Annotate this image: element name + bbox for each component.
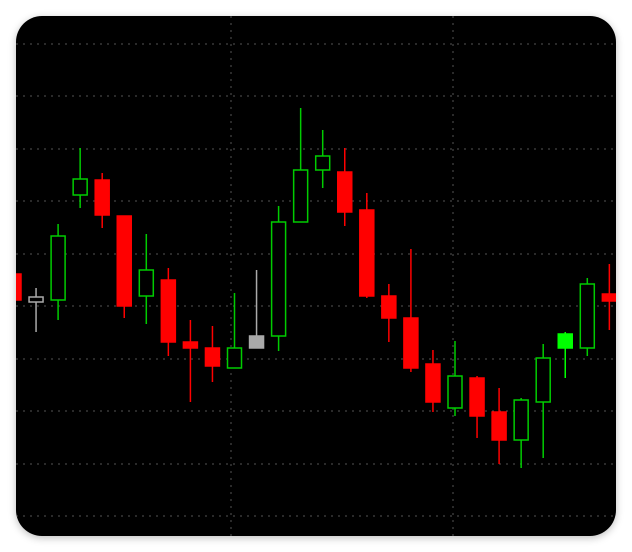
- candle: [491, 388, 507, 464]
- candle-body: [381, 295, 397, 319]
- candle-body: [28, 296, 44, 303]
- candle: [248, 270, 265, 349]
- candle-body: [469, 377, 485, 417]
- candle-body: [292, 169, 309, 223]
- candle: [557, 332, 573, 378]
- candle-body: [270, 221, 287, 337]
- candle: [601, 264, 616, 330]
- candle-body: [226, 347, 243, 369]
- candle: [535, 344, 551, 458]
- candle: [381, 284, 397, 342]
- candle: [359, 193, 375, 298]
- candle: [292, 108, 309, 223]
- candle-body: [72, 178, 88, 196]
- candle: [160, 268, 177, 356]
- candle-body: [425, 363, 441, 403]
- candles: [16, 108, 616, 468]
- candle-body: [359, 209, 375, 297]
- candle-body: [50, 235, 66, 301]
- candle-body: [513, 399, 529, 441]
- candle: [182, 320, 199, 402]
- candle: [270, 206, 287, 351]
- candle: [116, 215, 132, 318]
- candle: [447, 341, 463, 416]
- candle-body: [491, 411, 507, 441]
- candle: [72, 148, 88, 208]
- candle-body: [314, 155, 331, 171]
- candle-body: [182, 341, 199, 349]
- candle: [314, 130, 331, 188]
- candle-body: [94, 179, 110, 216]
- candle: [337, 148, 353, 226]
- candle: [226, 293, 243, 369]
- chart-frame: [16, 16, 616, 536]
- candle: [50, 224, 66, 320]
- candle-body: [579, 283, 596, 349]
- candle-body: [116, 215, 132, 307]
- candle-body: [403, 317, 419, 369]
- candle-body: [447, 375, 463, 409]
- candle: [425, 350, 441, 412]
- candle: [16, 273, 22, 301]
- candle: [469, 376, 485, 438]
- candle: [28, 288, 44, 332]
- candle-body: [16, 273, 22, 301]
- gridlines: [16, 16, 616, 536]
- candle: [513, 398, 529, 468]
- candle: [204, 326, 221, 382]
- candle-body: [557, 333, 573, 349]
- candle-body: [160, 279, 177, 343]
- candle: [138, 234, 155, 324]
- candle-body: [138, 269, 155, 297]
- candle-body: [535, 357, 551, 403]
- candlestick-chart: [16, 16, 616, 536]
- candle-body: [204, 347, 221, 367]
- candle: [403, 249, 419, 372]
- candle-body: [248, 335, 265, 349]
- candle: [579, 278, 596, 356]
- candle-body: [601, 293, 616, 302]
- candle: [94, 173, 110, 228]
- candle-body: [337, 171, 353, 213]
